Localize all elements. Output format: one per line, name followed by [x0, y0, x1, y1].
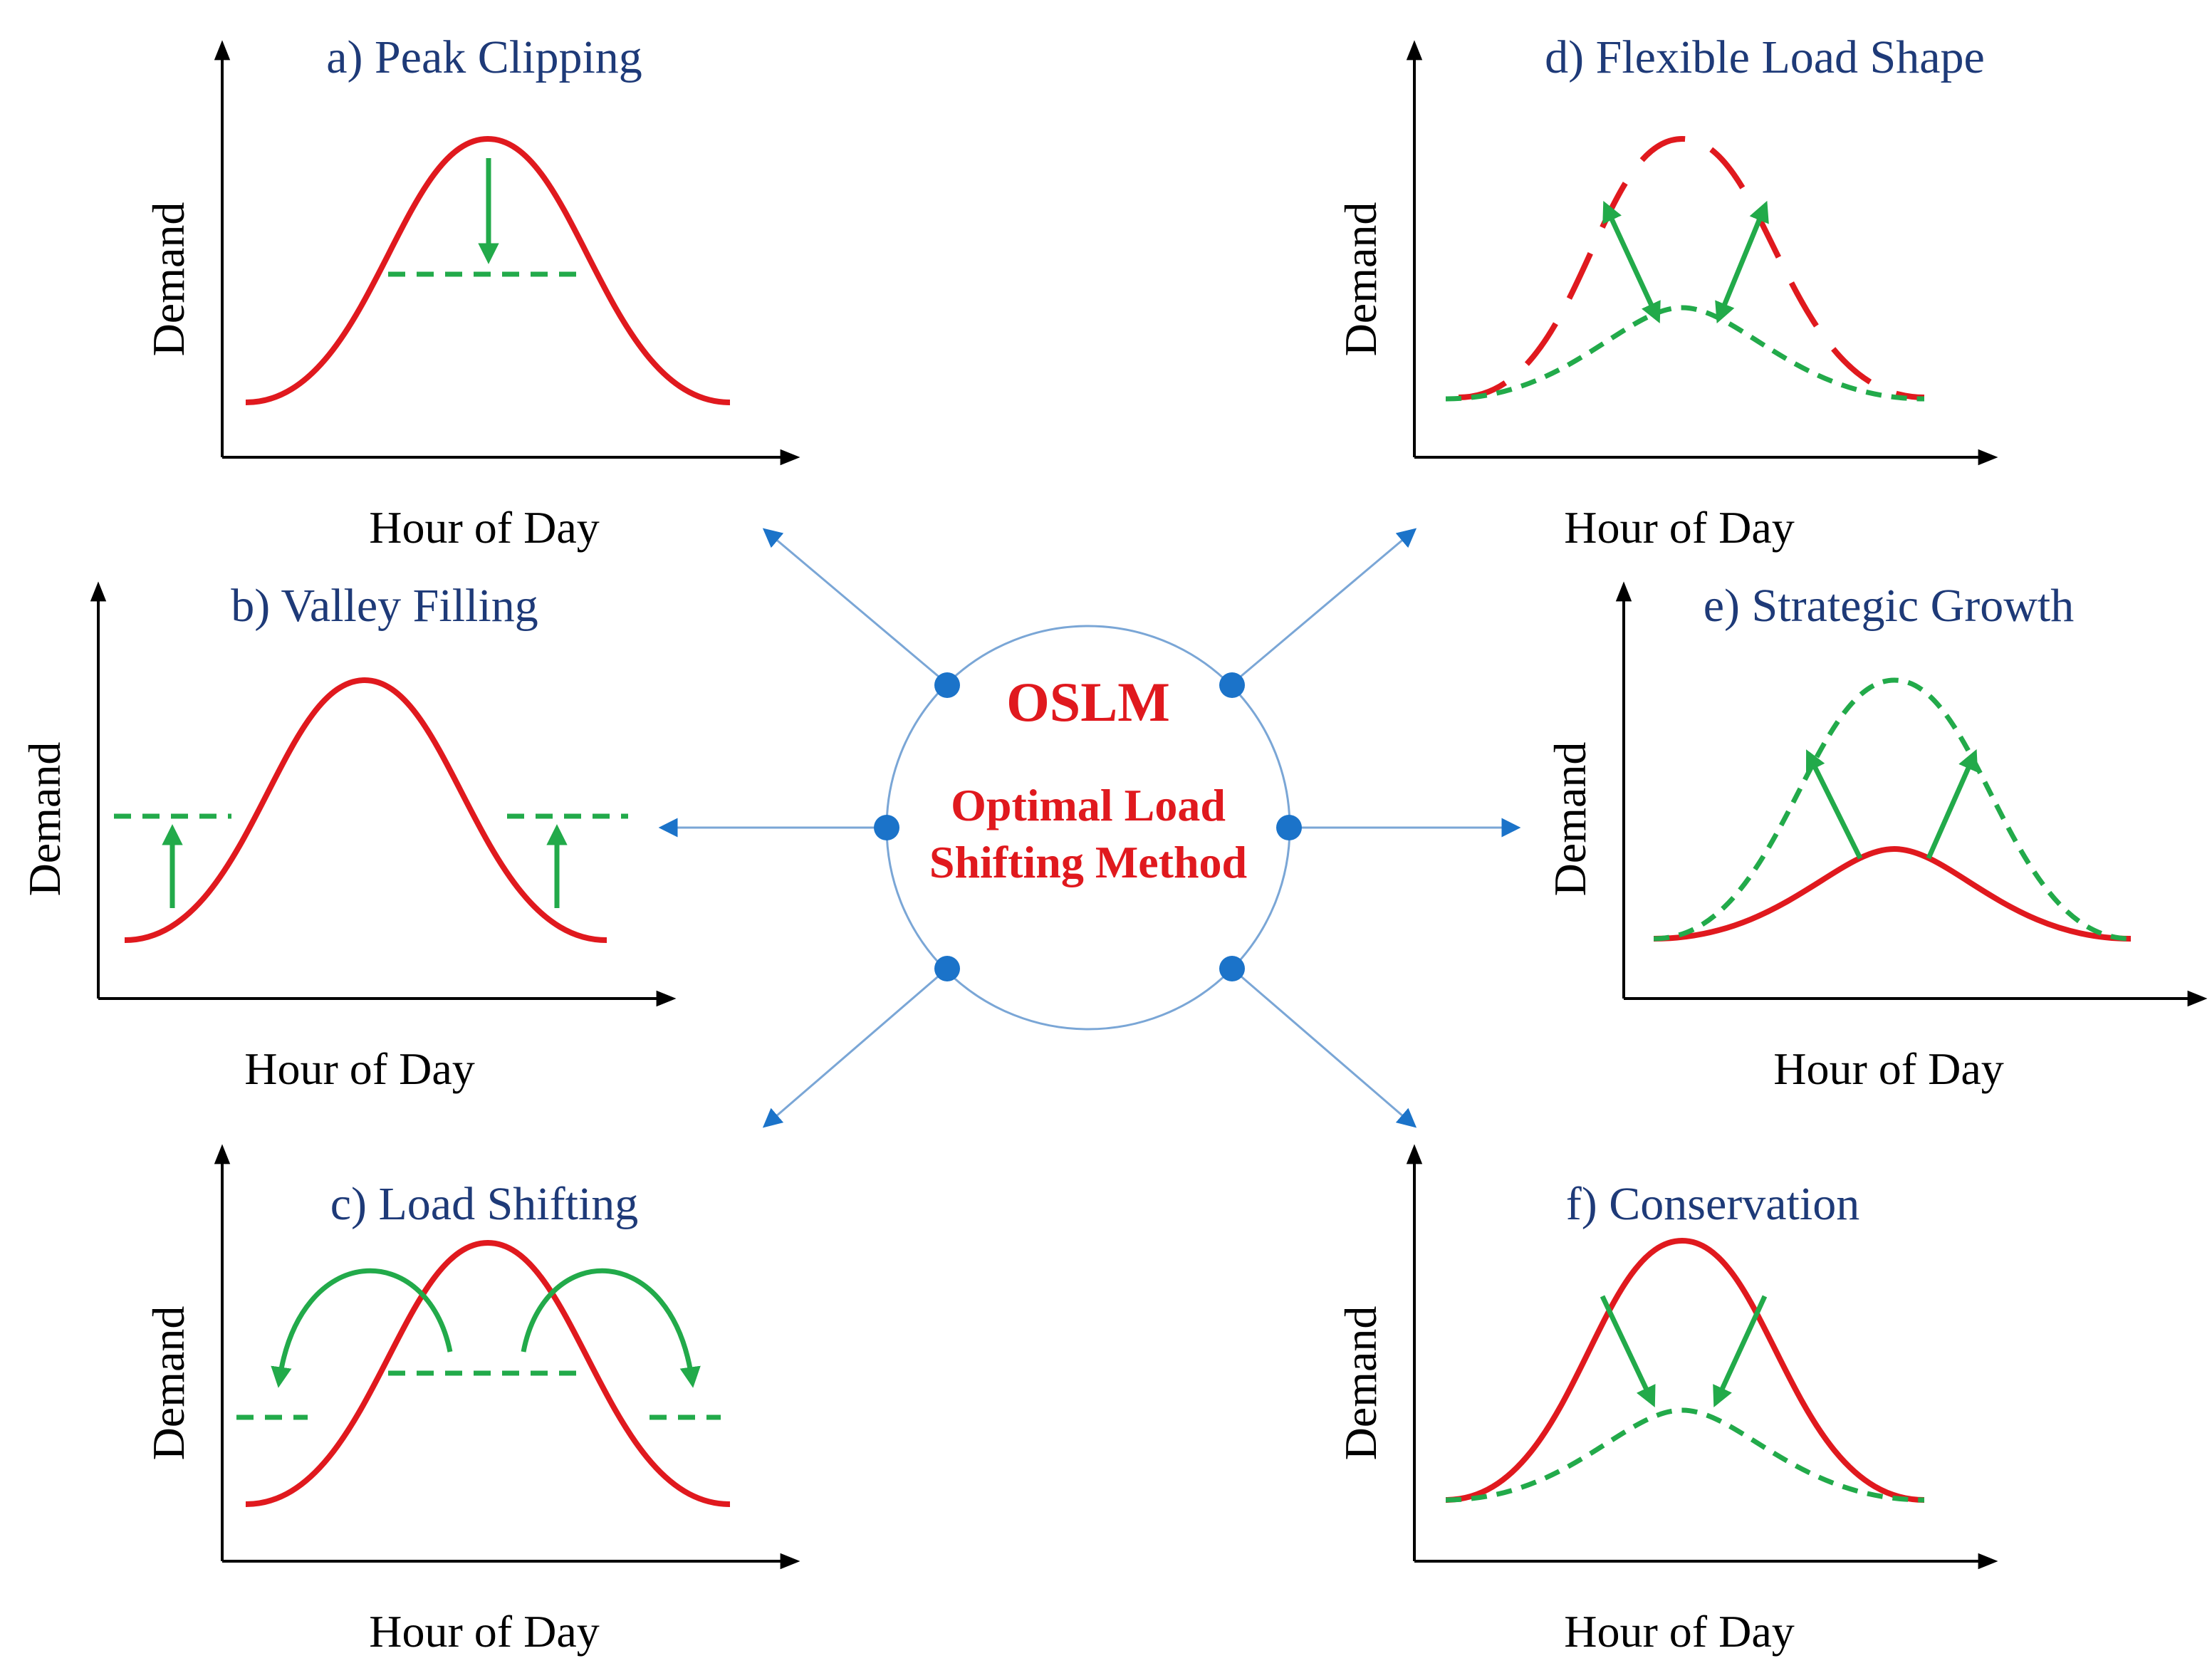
flex-arrow-left: [1602, 200, 1661, 324]
panel-conservation: f) Conservation Demand Hour of Day: [1335, 1144, 1998, 1657]
original-load-curve: [1653, 845, 2132, 942]
y-axis-label: Demand: [1335, 202, 1386, 357]
panel-load-shifting: c) Load Shifting Demand Hour of Day: [143, 1144, 800, 1657]
panel-flexible-load-shape: d) Flexible Load Shape Demand Hour of Da…: [1335, 31, 1998, 553]
connectors: [658, 528, 1521, 1128]
connector-to-panel-c: [762, 967, 948, 1128]
load-curve: [245, 135, 731, 405]
connector-to-panel-f: [1231, 967, 1417, 1128]
hub-node: [1276, 815, 1302, 840]
x-axis-label: Hour of Day: [1773, 1043, 2003, 1094]
flex-arrow-right: [1715, 200, 1769, 324]
y-axis-label: Demand: [1335, 1306, 1386, 1461]
shift-arrow-left: [271, 1268, 453, 1388]
conservation-arrow-left: [1600, 1295, 1656, 1407]
hub-node: [1219, 672, 1245, 698]
y-axis-label: Demand: [143, 1306, 194, 1461]
grown-load-curve: [1653, 677, 2132, 942]
hub-nodes: [874, 672, 1302, 981]
load-curve: [245, 1239, 731, 1507]
hub-node: [1219, 956, 1245, 981]
connector-to-panel-d: [1231, 528, 1417, 685]
hub-acronym: OSLM: [1006, 671, 1170, 733]
original-load-curve: [1445, 1237, 1925, 1503]
hub-title-line2: Shifting Method: [929, 837, 1247, 887]
hub-node: [874, 815, 899, 840]
panel-strategic-growth: e) Strategic Growth Demand Hour of Day: [1545, 580, 2208, 1094]
connector-to-panel-a: [762, 528, 948, 685]
center-hub: OSLM Optimal Load Shifting Method: [658, 528, 1521, 1128]
conservation-arrow-right: [1713, 1295, 1768, 1408]
load-curve: [124, 677, 607, 943]
growth-arrow-left: [1805, 749, 1863, 860]
x-axis-label: Hour of Day: [244, 1043, 474, 1094]
hub-node: [934, 956, 960, 981]
y-axis-label: Demand: [143, 202, 194, 357]
x-axis-label: Hour of Day: [369, 1606, 599, 1657]
panel-peak-clipping: a) Peak Clipping Demand Hour of Day: [143, 31, 800, 553]
x-axis-label: Hour of Day: [1564, 1606, 1794, 1657]
panel-title: d) Flexible Load Shape: [1545, 31, 1985, 83]
hub-node: [934, 672, 960, 698]
conserved-load-curve: [1445, 1407, 1925, 1503]
flexible-load-curve: [1445, 305, 1925, 402]
y-axis-label: Demand: [1545, 742, 1595, 897]
x-axis-label: Hour of Day: [1564, 502, 1794, 553]
panel-title: e) Strategic Growth: [1704, 580, 2075, 632]
y-axis-label: Demand: [19, 742, 70, 897]
growth-arrow-right: [1926, 749, 1978, 860]
original-load-curve: [1458, 135, 1925, 400]
shift-arrow-right: [521, 1268, 701, 1388]
panel-title: c) Load Shifting: [330, 1178, 639, 1230]
panel-title: b) Valley Filling: [231, 580, 538, 632]
hub-title-line1: Optimal Load: [951, 780, 1226, 830]
x-axis-label: Hour of Day: [369, 502, 599, 553]
panel-title: a) Peak Clipping: [326, 31, 642, 83]
panel-valley-filling: b) Valley Filling Demand Hour of Day: [19, 580, 677, 1094]
panel-title: f) Conservation: [1566, 1178, 1859, 1230]
